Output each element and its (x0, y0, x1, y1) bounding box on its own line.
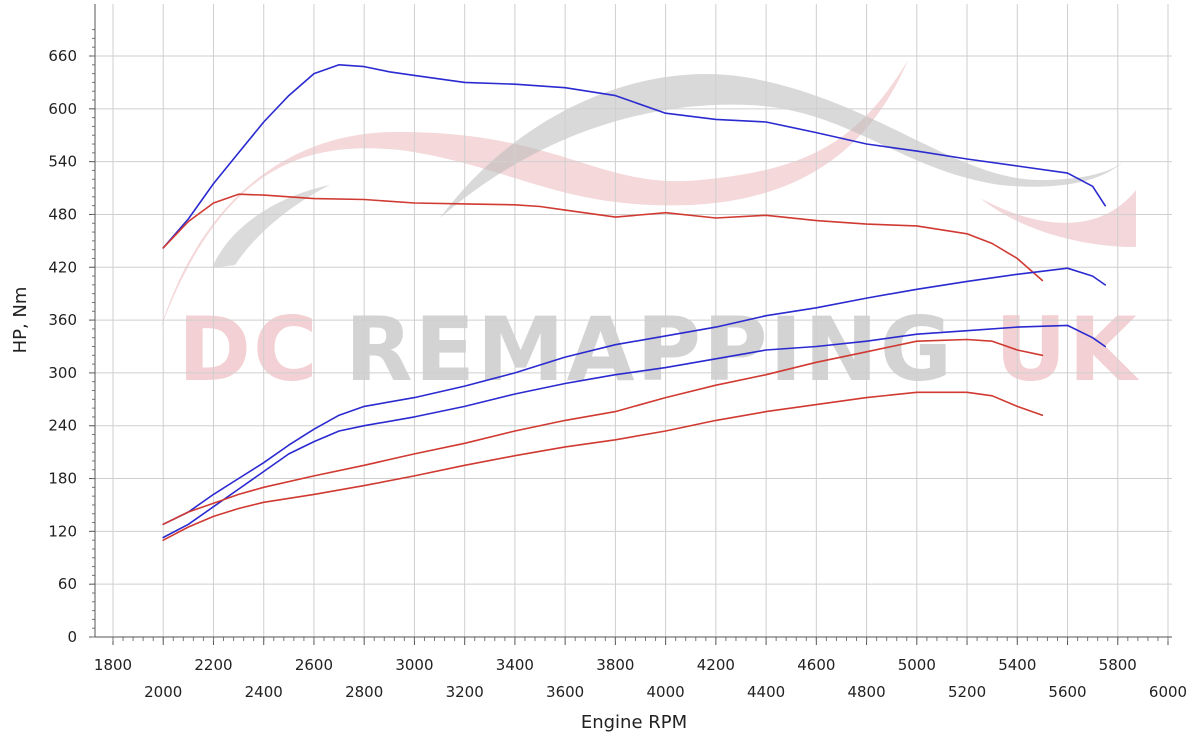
y-tick-label: 180 (48, 470, 77, 488)
y-tick-label: 660 (48, 47, 77, 65)
series-layer (162, 64, 1106, 542)
y-tick-label: 360 (48, 311, 77, 329)
x-tick-label-lower: 5200 (948, 683, 986, 701)
x-tick-label-lower: 2000 (144, 683, 182, 701)
x-tick-label-lower: 5600 (1048, 683, 1086, 701)
x-tick-label-lower: 3600 (546, 683, 584, 701)
y-tick-label: 540 (48, 153, 77, 171)
minor-ticks (89, 29, 1169, 645)
x-tick-label-upper: 2200 (194, 656, 232, 674)
series-line-2-red (162, 193, 1044, 282)
x-tick-label-lower: 4000 (647, 683, 685, 701)
series-line-1-blue (162, 64, 1106, 249)
axes (94, 4, 1172, 638)
y-tick-label: 0 (67, 628, 77, 646)
y-tick-label: 600 (48, 100, 77, 118)
series-line-6-red (162, 391, 1044, 542)
x-tick-label-upper: 2600 (295, 656, 333, 674)
series-line-4-blue (162, 324, 1106, 539)
x-tick-label-lower: 3200 (446, 683, 484, 701)
x-tick-label-lower: 4400 (747, 683, 785, 701)
x-tick-label-lower: 4800 (847, 683, 885, 701)
y-axis-title: HP, Nm (10, 287, 31, 354)
watermark-swoosh-grey-large (440, 74, 1125, 218)
series-line-3-blue (162, 267, 1106, 526)
x-tick-label-upper: 5000 (898, 656, 936, 674)
y-tick-label: 480 (48, 205, 77, 223)
x-tick-label-upper: 4200 (697, 656, 735, 674)
x-tick-label-upper: 3000 (395, 656, 433, 674)
grid (95, 4, 1172, 638)
x-tick-label-upper: 3400 (496, 656, 534, 674)
watermark-text-remapping: REMAPPING (345, 298, 954, 401)
y-tick-label: 120 (48, 522, 77, 540)
watermark-logo: DC REMAPPING UK (160, 60, 1137, 401)
y-tick-label: 240 (48, 417, 77, 435)
watermark-text-dc: DC (178, 298, 320, 401)
x-tick-label-upper: 5400 (998, 656, 1036, 674)
x-axis-title: Engine RPM (581, 712, 687, 733)
x-tick-label-lower: 2800 (345, 683, 383, 701)
x-tick-label-lower: 6000 (1149, 683, 1187, 701)
y-tick-label: 300 (48, 364, 77, 382)
x-tick-label-upper: 5800 (1099, 656, 1137, 674)
y-tick-label: 420 (48, 258, 77, 276)
watermark-swoosh-red-right (980, 190, 1136, 247)
x-tick-label-lower: 2400 (245, 683, 283, 701)
x-tick-label-upper: 1800 (94, 656, 132, 674)
x-tick-label-upper: 3800 (596, 656, 634, 674)
tick-labels: 0 60 120 180 240 300 360 420 480 540 600 660 1800 220… (48, 47, 1187, 701)
series-line-5-red (162, 338, 1044, 526)
watermark-swoosh-grey-small (212, 185, 330, 268)
y-tick-label: 60 (58, 575, 77, 593)
x-tick-label-upper: 4600 (797, 656, 835, 674)
